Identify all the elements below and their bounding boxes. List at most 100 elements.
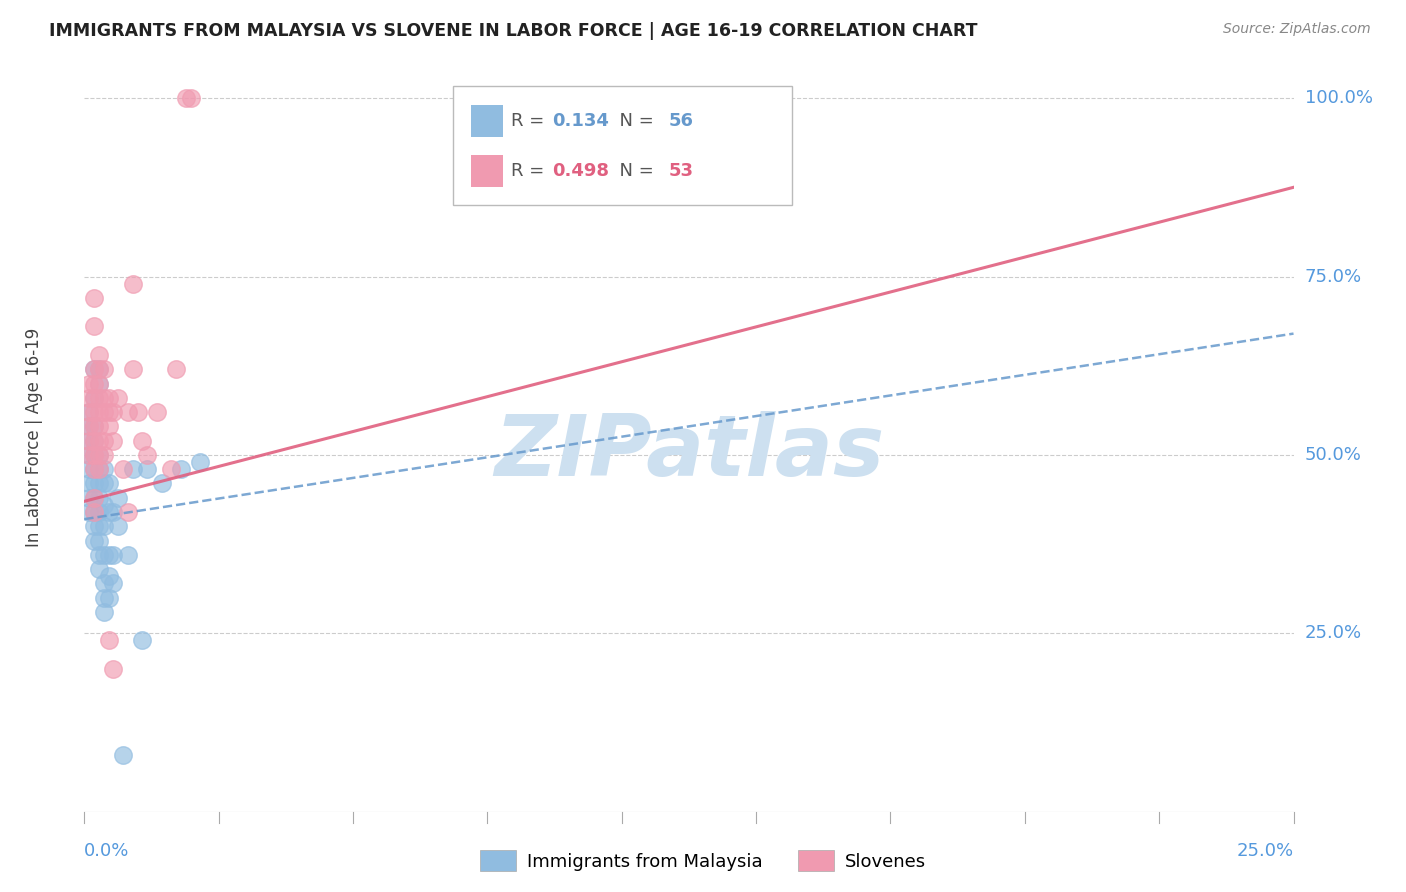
Point <box>87 505 110 519</box>
Text: 50.0%: 50.0% <box>1305 446 1361 464</box>
Point <box>93 576 115 591</box>
Point <box>97 405 120 419</box>
Point <box>83 391 105 405</box>
Text: 53: 53 <box>668 162 693 180</box>
Point <box>87 391 110 405</box>
Point <box>83 362 105 376</box>
Point <box>174 91 197 105</box>
Text: Source: ZipAtlas.com: Source: ZipAtlas.com <box>1223 22 1371 37</box>
Legend: Immigrants from Malaysia, Slovenes: Immigrants from Malaysia, Slovenes <box>472 843 934 879</box>
Text: 56: 56 <box>668 112 693 130</box>
Text: 75.0%: 75.0% <box>1305 268 1362 285</box>
Point <box>121 462 143 476</box>
Point <box>77 405 100 419</box>
FancyBboxPatch shape <box>453 87 792 205</box>
Point <box>87 533 110 548</box>
Point <box>77 405 100 419</box>
Point <box>77 434 100 448</box>
Point <box>97 591 120 605</box>
Point <box>93 448 115 462</box>
Point <box>93 476 115 491</box>
Point <box>83 362 105 376</box>
Point <box>165 362 187 376</box>
Point <box>136 462 159 476</box>
Point <box>83 405 105 419</box>
Point <box>93 591 115 605</box>
Point <box>83 519 105 533</box>
Point <box>77 419 100 434</box>
Text: ZIPatlas: ZIPatlas <box>494 410 884 493</box>
Text: R =: R = <box>512 162 550 180</box>
Point <box>97 419 120 434</box>
Point <box>83 491 105 505</box>
Text: IMMIGRANTS FROM MALAYSIA VS SLOVENE IN LABOR FORCE | AGE 16-19 CORRELATION CHART: IMMIGRANTS FROM MALAYSIA VS SLOVENE IN L… <box>49 22 977 40</box>
Point <box>107 491 129 505</box>
Point <box>103 662 125 676</box>
Text: 25.0%: 25.0% <box>1236 842 1294 860</box>
Point <box>131 633 153 648</box>
Text: 25.0%: 25.0% <box>1305 624 1362 642</box>
Point <box>180 91 202 105</box>
Point <box>190 455 212 469</box>
Point <box>127 405 149 419</box>
Point <box>112 462 135 476</box>
Text: 0.0%: 0.0% <box>84 842 129 860</box>
Point <box>93 462 115 476</box>
Point <box>103 548 125 562</box>
Point <box>103 505 125 519</box>
Point <box>77 448 100 462</box>
Point <box>97 633 120 648</box>
Point <box>121 277 143 291</box>
Point <box>87 548 110 562</box>
Point <box>83 434 105 448</box>
Point <box>87 562 110 576</box>
FancyBboxPatch shape <box>471 105 503 136</box>
Point <box>83 448 105 462</box>
Point <box>131 434 153 448</box>
Point <box>77 391 100 405</box>
Point <box>77 476 100 491</box>
Point <box>93 498 115 512</box>
Point <box>150 476 173 491</box>
Point <box>107 519 129 533</box>
Point <box>117 505 139 519</box>
Point <box>93 391 115 405</box>
Point <box>87 362 110 376</box>
Text: In Labor Force | Age 16-19: In Labor Force | Age 16-19 <box>24 327 42 547</box>
Point <box>87 462 110 476</box>
Point <box>93 405 115 419</box>
Text: N =: N = <box>607 162 659 180</box>
Point <box>87 462 110 476</box>
Point <box>83 434 105 448</box>
Point <box>112 747 135 762</box>
Point <box>83 391 105 405</box>
Point <box>93 605 115 619</box>
Point <box>87 448 110 462</box>
Point <box>103 405 125 419</box>
Point <box>97 569 120 583</box>
Point <box>93 434 115 448</box>
Point <box>83 462 105 476</box>
Point <box>93 362 115 376</box>
Point <box>83 291 105 305</box>
Point <box>97 548 120 562</box>
Point <box>117 548 139 562</box>
Point <box>77 505 100 519</box>
Point <box>87 419 110 434</box>
Point <box>170 462 193 476</box>
Point <box>83 505 105 519</box>
FancyBboxPatch shape <box>471 155 503 186</box>
Point <box>103 576 125 591</box>
Point <box>77 448 100 462</box>
Point <box>87 376 110 391</box>
Point <box>83 476 105 491</box>
Point <box>77 434 100 448</box>
Point <box>87 519 110 533</box>
Point <box>117 405 139 419</box>
Point <box>87 362 110 376</box>
Point <box>83 376 105 391</box>
Point <box>87 434 110 448</box>
Point <box>97 505 120 519</box>
Point <box>146 405 169 419</box>
Point <box>107 391 129 405</box>
